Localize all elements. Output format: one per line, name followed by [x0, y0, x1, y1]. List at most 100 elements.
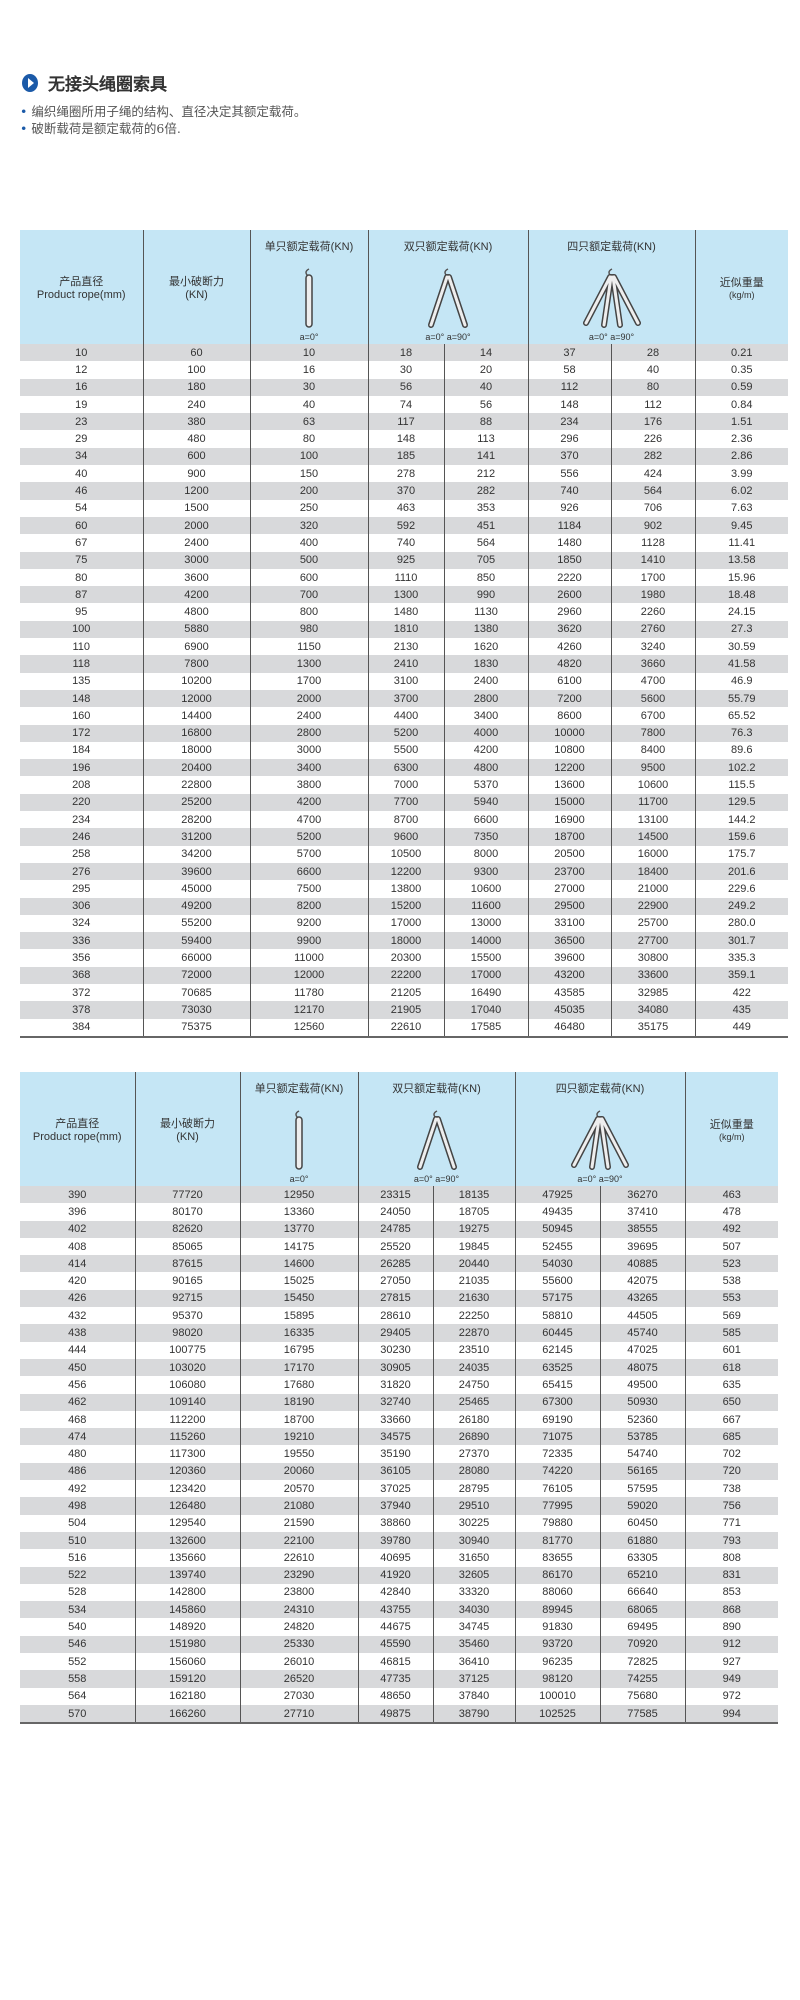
cell-quad-load-0: 39600 [527, 949, 611, 967]
cell-quad-load-0: 91830 [514, 1618, 600, 1636]
cell-double-load-0: 39780 [357, 1531, 433, 1550]
cell-double-load-0: 5200 [367, 724, 444, 742]
cell-diameter: 336 [20, 932, 143, 950]
cell-single-load: 1700 [249, 672, 368, 690]
cell-double-load-0: 26285 [357, 1255, 433, 1273]
cell-double-load-90: 21630 [432, 1289, 515, 1308]
cell-min-break: 156060 [134, 1653, 240, 1671]
cell-quad-load-90: 3660 [610, 655, 695, 673]
cell-quad-load-90: 25700 [610, 914, 695, 933]
cell-double-load-90: 32605 [432, 1566, 515, 1584]
cell-quad-load-0: 52455 [514, 1237, 600, 1256]
cell-quad-load-90: 6700 [610, 707, 695, 725]
cell-double-load-90: 22870 [432, 1324, 515, 1342]
header-min-break-unit: (KN) [185, 289, 208, 301]
cell-diameter: 75 [20, 551, 143, 569]
cell-single-load: 17680 [239, 1376, 358, 1394]
cell-weight: 523 [684, 1255, 778, 1273]
cell-weight: 1.51 [694, 413, 788, 431]
cell-double-load-90: 20440 [432, 1255, 515, 1273]
cell-quad-load-90: 22900 [610, 897, 695, 915]
cell-quad-load-90: 48075 [599, 1358, 685, 1377]
cell-quad-load-90: 52360 [599, 1410, 685, 1429]
cell-double-load-0: 370 [367, 482, 444, 500]
cell-weight: 0.59 [694, 378, 788, 396]
cell-single-load: 5700 [249, 845, 368, 863]
cell-weight: 771 [684, 1514, 778, 1532]
cell-double-load-90: 37125 [432, 1670, 515, 1688]
cell-quad-load-0: 86170 [514, 1566, 600, 1584]
cell-double-load-90: 27370 [432, 1445, 515, 1463]
cell-double-load-0: 21205 [367, 983, 444, 1002]
cell-quad-load-90: 176 [610, 413, 695, 431]
cell-single-load: 14175 [239, 1237, 358, 1256]
cell-single-load: 700 [249, 586, 368, 604]
cell-single-load: 1300 [249, 655, 368, 673]
header-weight-cn: 近似重量 [719, 277, 764, 289]
cell-diameter: 402 [20, 1220, 135, 1238]
cell-quad-load-0: 43200 [527, 966, 611, 984]
cell-quad-load-90: 74255 [599, 1670, 685, 1688]
cell-quad-load-0: 926 [527, 499, 611, 517]
cell-min-break: 106080 [134, 1376, 240, 1394]
cell-double-load-0: 27815 [357, 1289, 433, 1308]
cell-double-load-90: 6600 [443, 811, 528, 829]
cell-single-load: 2400 [249, 707, 368, 725]
cell-single-load: 4200 [249, 793, 368, 812]
header-double-label: 双只额定载荷(KN) [392, 1083, 481, 1095]
cell-double-load-90: 10600 [443, 880, 528, 898]
cell-double-load-0: 278 [367, 465, 444, 483]
cell-quad-load-90: 564 [610, 482, 695, 500]
cell-min-break: 120360 [134, 1462, 240, 1481]
cell-single-load: 100 [249, 447, 368, 466]
cell-single-load: 80 [249, 430, 368, 448]
cell-min-break: 20400 [142, 759, 250, 777]
cell-double-load-0: 1110 [367, 568, 444, 587]
cell-single-load: 24310 [239, 1601, 358, 1619]
cell-diameter: 414 [20, 1255, 135, 1273]
table-row: 95 4800 800 1480 1130 2960 2260 24.15 [20, 603, 788, 621]
cell-min-break: 82620 [134, 1220, 240, 1238]
cell-double-load-90: 7350 [443, 828, 528, 846]
cell-diameter: 432 [20, 1307, 135, 1325]
cell-diameter: 246 [20, 828, 143, 846]
cell-min-break: 151980 [134, 1635, 240, 1654]
cell-double-load-0: 7700 [367, 793, 444, 812]
cell-single-load: 12170 [249, 1001, 368, 1019]
cell-quad-load-90: 1410 [610, 551, 695, 569]
cell-double-load-90: 28080 [432, 1462, 515, 1481]
cell-double-load-90: 35460 [432, 1635, 515, 1654]
spec-table-1: 产品直径 Product rope(mm) 最小破断力 (KN) 单只额定载荷(… [20, 230, 788, 1038]
cell-min-break: 92715 [134, 1289, 240, 1308]
cell-diameter: 396 [20, 1203, 135, 1221]
cell-diameter: 384 [20, 1018, 143, 1038]
cell-weight: 249.2 [694, 897, 788, 915]
cell-diameter: 87 [20, 586, 143, 604]
cell-double-load-90: 2800 [443, 689, 528, 708]
cell-double-load-0: 463 [367, 499, 444, 517]
cell-diameter: 208 [20, 776, 143, 794]
cell-weight: 635 [684, 1376, 778, 1394]
cell-double-load-90: 34745 [432, 1618, 515, 1636]
header-min-break-cn: 最小破断力 [169, 276, 224, 288]
cell-quad-load-90: 1128 [610, 534, 695, 552]
cell-diameter: 534 [20, 1601, 135, 1619]
cell-weight: 3.99 [694, 465, 788, 483]
cell-double-load-90: 40 [443, 378, 528, 396]
cell-diameter: 95 [20, 603, 143, 621]
cell-double-load-90: 24750 [432, 1376, 515, 1394]
cell-weight: 994 [684, 1704, 778, 1725]
table-row: 16 180 30 56 40 112 80 0.59 [20, 378, 788, 396]
header-weight-cn: 近似重量 [709, 1119, 754, 1131]
cell-quad-load-90: 30800 [610, 949, 695, 967]
cell-diameter: 444 [20, 1341, 135, 1359]
table-row: 396 80170 13360 24050 18705 49435 37410 478 [20, 1203, 778, 1221]
cell-min-break: 100 [142, 361, 250, 379]
cell-weight: 618 [684, 1358, 778, 1377]
cell-diameter: 474 [20, 1428, 135, 1446]
cell-quad-load-90: 56165 [599, 1462, 685, 1481]
cell-double-load-0: 18000 [367, 932, 444, 950]
cell-quad-load-0: 10800 [527, 741, 611, 760]
cell-min-break: 1500 [142, 499, 250, 517]
cell-double-load-0: 34575 [357, 1428, 433, 1446]
